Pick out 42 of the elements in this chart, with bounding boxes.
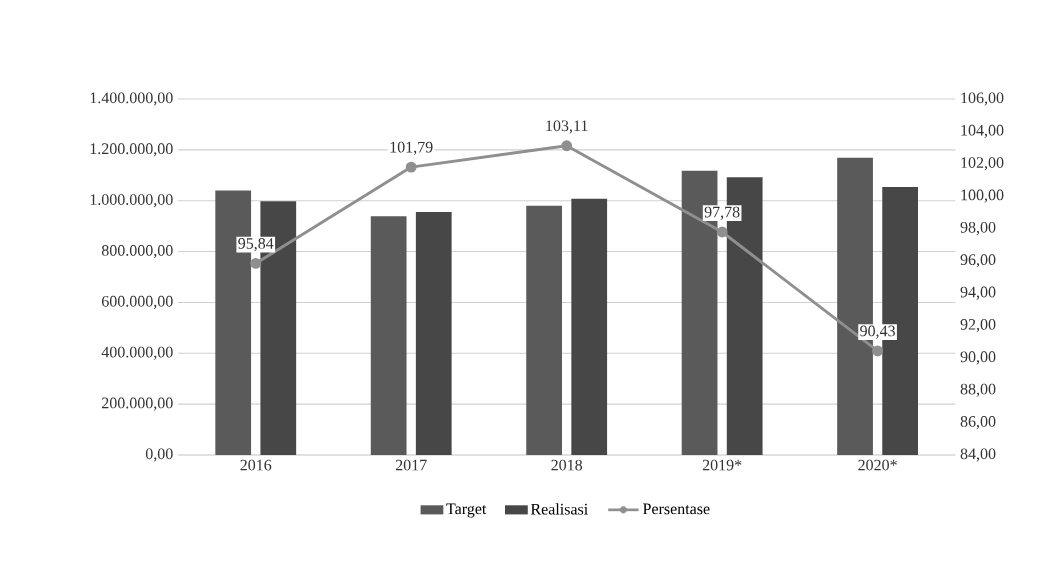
y-tick-label: 1.400.000,00 <box>90 92 173 106</box>
y2-tick-label: 84,00 <box>960 448 996 462</box>
bar <box>415 211 452 455</box>
x-tick-label: 2020* <box>858 459 897 471</box>
y-tick-label: 0,00 <box>145 448 173 462</box>
data-label: 101,79 <box>390 141 433 155</box>
data-label: 97,78 <box>704 206 740 220</box>
point <box>716 226 728 238</box>
y-tick-label: 200.000,00 <box>102 397 173 411</box>
y2-tick-label: 88,00 <box>960 383 996 397</box>
point <box>250 257 262 269</box>
bar <box>526 205 563 455</box>
point <box>561 140 573 152</box>
data-label: 103,11 <box>546 120 588 134</box>
y2-tick-label: 90,00 <box>960 351 996 365</box>
bar <box>571 198 608 455</box>
x-tick-label: 2018 <box>551 459 583 471</box>
y2-tick-label: 96,00 <box>960 254 996 268</box>
y2-tick-label: 86,00 <box>960 416 996 430</box>
y2-tick-label: 94,00 <box>960 286 996 300</box>
legend-label: Persentase <box>643 503 710 515</box>
y2-tick-label: 106,00 <box>961 92 1004 106</box>
y2-tick-label: 104,00 <box>961 124 1004 138</box>
bar <box>370 216 407 455</box>
x-tick-label: 2017 <box>395 459 427 471</box>
y2-tick-label: 92,00 <box>960 318 996 333</box>
y-tick-label: 800.000,00 <box>101 245 173 259</box>
point <box>405 161 417 173</box>
y-tick-label: 400.000,00 <box>101 346 173 360</box>
y2-tick-label: 102,00 <box>961 157 1004 171</box>
x-tick-label: 2019* <box>702 459 742 471</box>
x-tick-label: 2016 <box>240 459 272 471</box>
y2-tick-label: 100,00 <box>961 189 1004 203</box>
y-tick-label: 1.000.000,00 <box>90 194 173 208</box>
y-tick-label: 1.200.000,00 <box>90 143 173 157</box>
point <box>872 345 884 357</box>
y-tick-label: 600.000,00 <box>101 295 173 309</box>
y2-tick-label: 98,00 <box>960 221 996 235</box>
legend-label: Target <box>446 503 487 518</box>
data-label: 90,43 <box>860 325 895 339</box>
data-label: 95,84 <box>238 238 274 252</box>
legend-label: Realisasi <box>530 503 588 515</box>
